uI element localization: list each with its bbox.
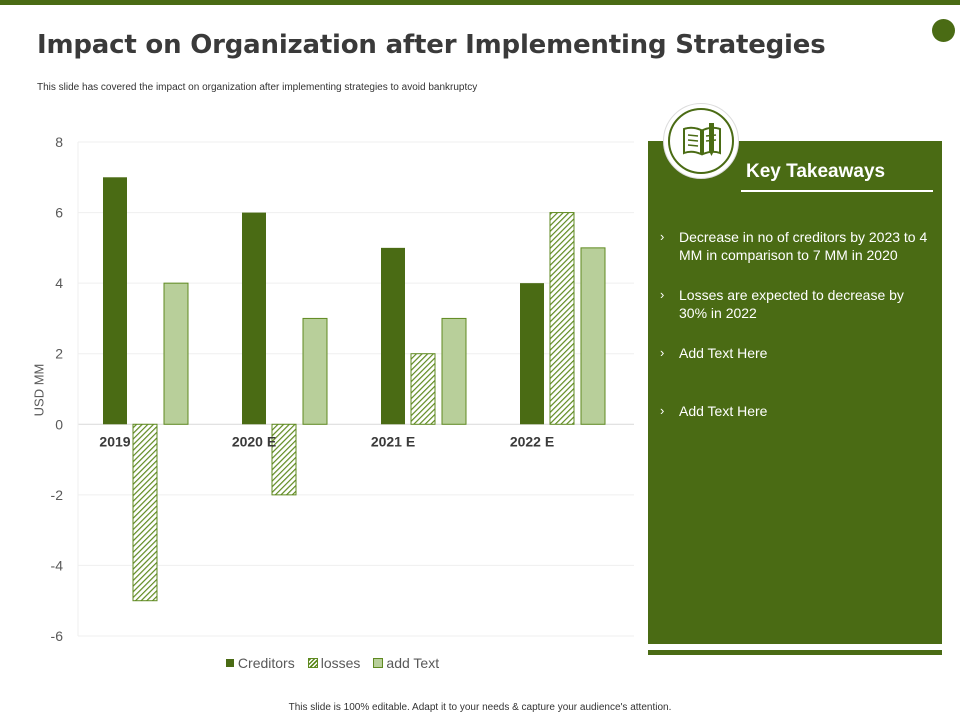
bullet-chevron-icon: › (660, 229, 665, 244)
bar-creditors-2 (381, 247, 405, 425)
takeaway-item: › Add Text Here (660, 402, 932, 420)
top-accent-bar (0, 0, 960, 5)
legend-item-losses: losses (307, 655, 361, 671)
bar-add-text-1 (302, 317, 328, 425)
bar-add-text-3 (580, 247, 606, 425)
takeaway-text: Add Text Here (679, 403, 768, 419)
corner-dot-decoration (932, 19, 955, 42)
bar-creditors-3 (520, 283, 544, 425)
legend-swatch-add-text (373, 658, 384, 668)
takeaway-item: › Add Text Here (660, 344, 932, 362)
takeaways-heading: Key Takeaways (746, 161, 886, 182)
x-tick-label: 2022 E (510, 433, 554, 449)
y-tick-label: -6 (51, 628, 64, 644)
y-tick-label: 6 (55, 205, 63, 221)
bar-losses-3 (549, 212, 575, 425)
key-takeaways-panel (648, 141, 942, 644)
bar-add-text-0 (163, 282, 189, 425)
legend-item-add-text: add Text (373, 655, 440, 671)
slide-subtitle: This slide has covered the impact on org… (37, 82, 478, 93)
y-tick-label: 2 (55, 346, 63, 362)
takeaway-item: › Decrease in no of creditors by 2023 to… (660, 228, 932, 264)
legend-label-add-text: add Text (386, 655, 440, 671)
legend-swatch-losses (307, 658, 318, 668)
book-icon (683, 123, 721, 156)
legend-swatch-creditors (225, 659, 234, 667)
bullet-chevron-icon: › (660, 287, 665, 302)
y-tick-label: 8 (55, 134, 63, 150)
bar-creditors-0 (103, 177, 127, 425)
y-tick-label: 0 (55, 416, 63, 432)
takeaway-item: › Losses are expected to decrease by 30%… (660, 286, 932, 322)
legend-label-losses: losses (320, 655, 361, 671)
legend-item-creditors: Creditors (225, 655, 295, 671)
panel-underline (648, 650, 942, 655)
x-tick-label: 2019 (99, 433, 130, 449)
takeaway-text: Add Text Here (679, 345, 768, 361)
y-tick-label: -4 (51, 557, 64, 573)
icon-badge (668, 108, 734, 174)
chart-legend: Creditors losses add Text (0, 655, 665, 671)
heading-divider (741, 190, 933, 192)
x-tick-label: 2021 E (371, 433, 415, 449)
y-axis-label: USD MM (31, 363, 47, 417)
legend-label-creditors: Creditors (237, 655, 295, 671)
bar-losses-1 (271, 423, 297, 496)
x-tick-label: 2020 E (232, 433, 276, 449)
bar-losses-2 (410, 353, 436, 425)
y-tick-label: -2 (51, 487, 64, 503)
bar-add-text-2 (441, 317, 467, 425)
y-tick-label: 4 (55, 275, 63, 291)
takeaway-text: Losses are expected to decrease by 30% i… (679, 287, 904, 321)
footer-note: This slide is 100% editable. Adapt it to… (288, 702, 672, 713)
bar-losses-0 (132, 423, 158, 602)
bullet-chevron-icon: › (660, 345, 665, 360)
slide-title: Impact on Organization after Implementin… (37, 30, 826, 60)
takeaway-text: Decrease in no of creditors by 2023 to 4… (679, 229, 928, 263)
bar-creditors-1 (242, 212, 266, 425)
bullet-chevron-icon: › (660, 403, 665, 418)
